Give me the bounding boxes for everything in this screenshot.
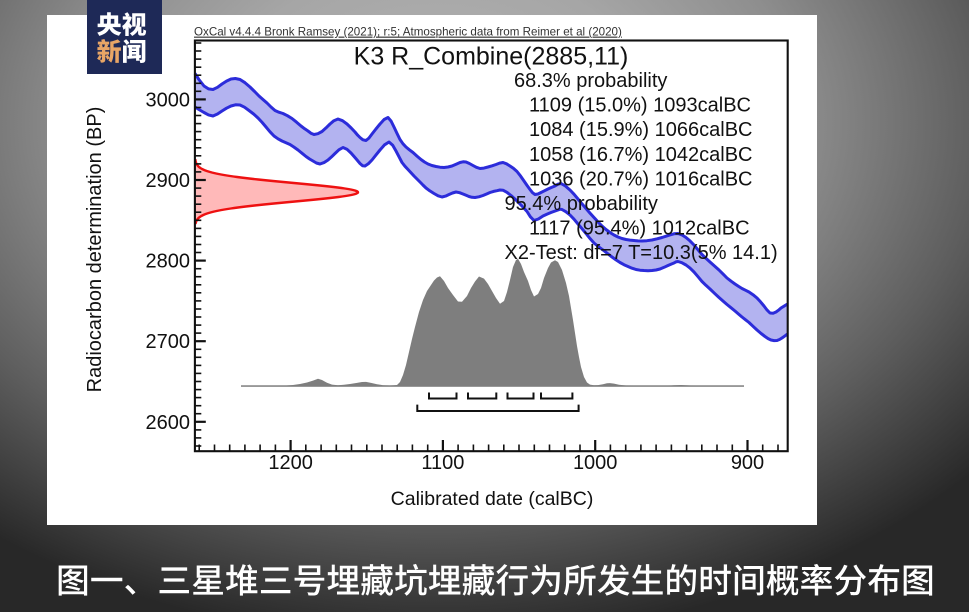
- svg-text:X2-Test: df=7 T=10.3(5% 14.1): X2-Test: df=7 T=10.3(5% 14.1): [505, 242, 778, 264]
- svg-text:OxCal v4.4.4 Bronk Ramsey (202: OxCal v4.4.4 Bronk Ramsey (2021); r:5; A…: [194, 26, 622, 39]
- svg-text:68.3% probability: 68.3% probability: [514, 70, 667, 92]
- svg-text:1036 (20.7%) 1016calBC: 1036 (20.7%) 1016calBC: [529, 168, 752, 190]
- svg-text:2900: 2900: [146, 170, 191, 192]
- svg-text:1100: 1100: [421, 452, 464, 474]
- svg-text:1058 (16.7%) 1042calBC: 1058 (16.7%) 1042calBC: [529, 144, 752, 166]
- svg-text:1109 (15.0%) 1093calBC: 1109 (15.0%) 1093calBC: [529, 95, 751, 117]
- svg-text:K3 R_Combine(2885,11): K3 R_Combine(2885,11): [354, 43, 629, 71]
- svg-text:1117 (95.4%) 1012calBC: 1117 (95.4%) 1012calBC: [529, 218, 750, 240]
- svg-text:1000: 1000: [573, 452, 618, 474]
- svg-text:1084 (15.9%) 1066calBC: 1084 (15.9%) 1066calBC: [529, 119, 752, 141]
- svg-text:Radiocarbon determination (BP): Radiocarbon determination (BP): [84, 107, 106, 393]
- svg-text:95.4% probability: 95.4% probability: [505, 193, 658, 215]
- svg-text:2600: 2600: [146, 412, 191, 434]
- svg-text:2700: 2700: [146, 331, 191, 353]
- svg-text:1200: 1200: [268, 452, 313, 474]
- svg-text:2800: 2800: [146, 251, 191, 273]
- svg-text:900: 900: [731, 452, 764, 474]
- svg-text:3000: 3000: [146, 89, 191, 111]
- svg-text:Calibrated date (calBC): Calibrated date (calBC): [391, 488, 594, 510]
